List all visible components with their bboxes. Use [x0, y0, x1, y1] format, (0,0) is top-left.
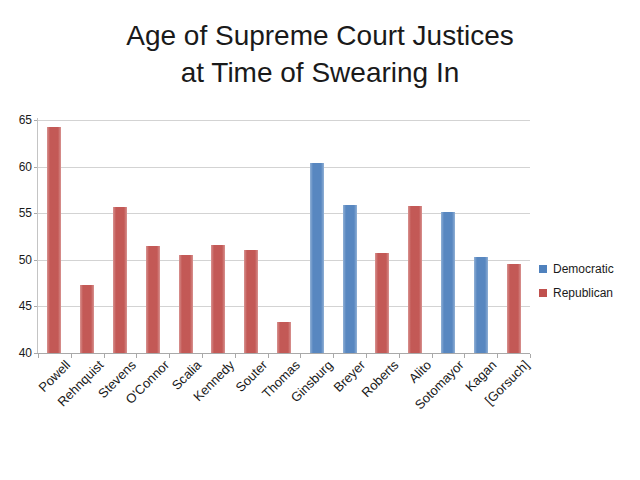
x-axis-tick: [366, 354, 367, 358]
y-tick-label-40: 40: [2, 346, 32, 360]
y-tick-label-60: 60: [2, 160, 32, 174]
x-axis-tick: [268, 354, 269, 358]
legend-label-republican: Republican: [553, 286, 613, 300]
legend-swatch-republican: [539, 289, 547, 297]
legend-item-democratic: Democratic: [539, 262, 614, 276]
y-tick-label-45: 45: [2, 299, 32, 313]
plot-area: 404550556065PowellRehnquistStevensO'Conn…: [0, 0, 640, 480]
bar-powell: [47, 127, 61, 353]
x-axis-tick: [399, 354, 400, 358]
bar-rehnquist: [80, 285, 94, 353]
x-axis-tick: [530, 354, 531, 358]
bar-kagan: [474, 257, 488, 353]
bar-breyer: [343, 205, 357, 353]
x-axis-tick: [300, 354, 301, 358]
bar-alito: [408, 206, 422, 353]
bar-ginsburg: [310, 163, 324, 353]
x-axis-tick: [464, 354, 465, 358]
bar-oconnor: [146, 246, 160, 353]
y-tick-label-50: 50: [2, 253, 32, 267]
bar-roberts: [375, 253, 389, 353]
slide-canvas: Age of Supreme Court Justices at Time of…: [0, 0, 640, 480]
bar-souter: [244, 250, 258, 353]
legend-swatch-democratic: [539, 265, 547, 273]
bar-kennedy: [211, 245, 225, 353]
gridline-60: [38, 167, 530, 168]
bar-scalia: [179, 255, 193, 353]
x-axis-tick: [333, 354, 334, 358]
bar-stevens: [113, 207, 127, 353]
x-axis-line: [37, 353, 530, 354]
bar-gorsuch: [507, 264, 521, 353]
x-axis-tick: [104, 354, 105, 358]
legend-item-republican: Republican: [539, 286, 614, 300]
bar-sotomayor: [441, 212, 455, 353]
legend: Democratic Republican: [539, 262, 614, 310]
gridline-65: [38, 120, 530, 121]
x-axis-tick: [497, 354, 498, 358]
gridline-45: [38, 306, 530, 307]
y-tick-label-55: 55: [2, 206, 32, 220]
y-axis-line: [37, 118, 38, 353]
x-axis-tick: [202, 354, 203, 358]
x-axis-tick: [432, 354, 433, 358]
x-axis-tick: [71, 354, 72, 358]
y-tick-label-65: 65: [2, 113, 32, 127]
x-axis-tick: [38, 354, 39, 358]
x-axis-tick: [235, 354, 236, 358]
gridline-55: [38, 213, 530, 214]
legend-label-democratic: Democratic: [553, 262, 614, 276]
gridline-50: [38, 260, 530, 261]
bar-thomas: [277, 322, 291, 353]
x-axis-tick: [136, 354, 137, 358]
x-axis-tick: [169, 354, 170, 358]
